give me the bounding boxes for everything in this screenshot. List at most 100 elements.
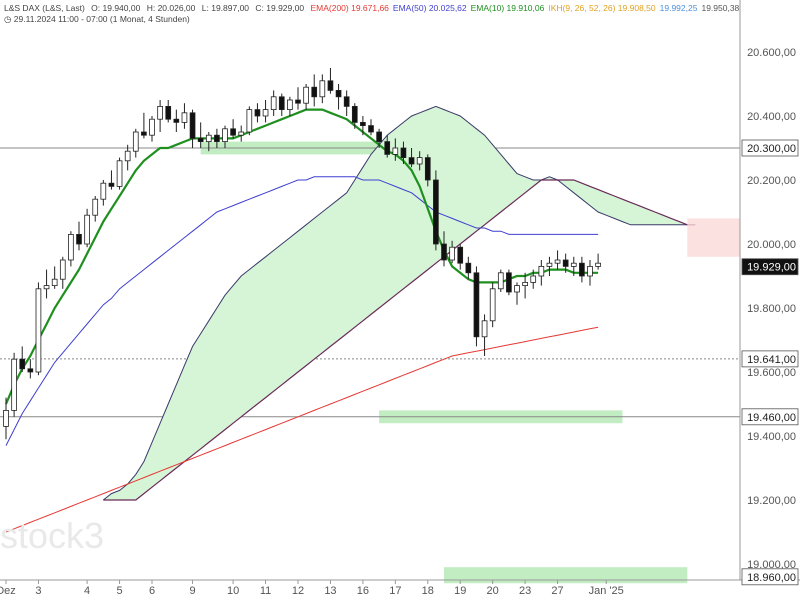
x-tick-label: 11	[260, 585, 271, 597]
candle-23	[189, 109, 196, 148]
price-label-box	[741, 568, 799, 586]
candle-body	[149, 118, 155, 136]
x-tick-label: 18	[422, 585, 434, 597]
candle-body	[181, 112, 188, 123]
candle-17	[141, 112, 147, 139]
candle-29	[238, 125, 245, 142]
candle-body	[262, 109, 269, 117]
candle-body	[108, 182, 115, 187]
candle-35	[287, 96, 293, 116]
candle-30	[246, 106, 253, 136]
candle-body	[35, 288, 42, 373]
candle-body	[270, 96, 277, 111]
candle-33	[270, 90, 277, 116]
candle-body	[376, 131, 382, 143]
x-tick-label: 3	[35, 585, 41, 597]
price-label-box	[741, 139, 799, 157]
candle-body	[360, 122, 366, 127]
candle-body	[570, 262, 577, 267]
x-tick-label: 9	[189, 585, 195, 597]
candle-3	[27, 359, 34, 379]
candle-body	[457, 246, 464, 264]
y-tick-label: 19.800,00	[747, 303, 796, 315]
low-value: L: 19.897,00	[201, 3, 250, 13]
candle-body	[473, 272, 480, 338]
indicator-0: EMA(200) 19.671,66	[310, 3, 389, 13]
candle-11	[92, 196, 99, 222]
candle-48	[392, 138, 399, 161]
candle-24	[197, 122, 204, 148]
candle-14	[116, 157, 123, 190]
candle-4	[35, 282, 42, 376]
candle-body	[384, 141, 391, 155]
candle-body	[141, 131, 147, 136]
clock-icon: ◷	[4, 14, 12, 24]
candle-body	[51, 278, 58, 287]
candle-62	[506, 269, 512, 296]
indicator-1: EMA(50) 20.025,62	[392, 3, 467, 13]
candle-body	[68, 233, 74, 261]
candle-body	[506, 272, 512, 293]
candle-10	[84, 208, 90, 248]
candle-5	[43, 269, 50, 299]
x-tick-label: Jan '25	[589, 585, 624, 597]
candle-7	[59, 256, 66, 289]
candle-1	[11, 352, 17, 417]
candle-50	[408, 148, 415, 168]
symbol-label: L&S DAX (L&S, Last)	[4, 3, 85, 13]
candle-38	[311, 74, 318, 107]
candle-34	[278, 93, 285, 116]
candle-60	[489, 282, 496, 328]
x-tick-label: 4	[84, 585, 90, 597]
y-tick-label: 19.000,00	[747, 559, 796, 571]
candle-56	[457, 244, 464, 270]
x-tick-label: 13	[324, 585, 336, 597]
candle-body	[27, 368, 34, 373]
candle-body	[254, 109, 261, 117]
y-tick-label: 19.400,00	[747, 431, 796, 443]
x-tick-label: Dez	[0, 585, 16, 597]
candle-body	[481, 320, 488, 338]
candle-body	[465, 262, 472, 274]
candle-31	[254, 103, 261, 123]
candle-52	[424, 154, 431, 187]
candle-body	[530, 275, 537, 283]
candle-body	[132, 131, 139, 152]
candle-body	[416, 157, 423, 165]
candle-body	[173, 118, 180, 123]
y-tick-label: 20.200,00	[747, 175, 796, 187]
candle-40	[327, 68, 334, 94]
candle-71	[579, 256, 585, 283]
candle-body	[408, 157, 415, 165]
y-tick-label: 20.400,00	[747, 111, 796, 123]
price-label-box	[741, 258, 799, 276]
candle-73	[595, 253, 601, 270]
candle-57	[465, 256, 472, 280]
price-label-box	[741, 350, 799, 368]
candle-body	[43, 285, 50, 290]
candle-16	[132, 128, 139, 158]
candle-70	[570, 256, 577, 276]
candle-body	[327, 80, 334, 91]
y-tick-label: 19.200,00	[747, 495, 796, 507]
candle-64	[522, 272, 528, 299]
candle-body	[562, 259, 569, 267]
candle-2	[19, 346, 26, 372]
candle-49	[400, 141, 407, 164]
y-tick-label: 20.600,00	[747, 47, 796, 59]
candle-body	[303, 86, 309, 104]
candle-body	[319, 80, 326, 98]
candle-63	[514, 282, 520, 305]
candle-body	[189, 112, 196, 139]
candle-51	[416, 151, 423, 171]
candle-body	[11, 358, 17, 411]
candle-body	[238, 131, 245, 136]
indicator-3: IKH(9, 26, 52, 26) 19.908,50	[548, 3, 656, 13]
candle-8	[68, 231, 74, 267]
x-tick-label: 19	[454, 585, 466, 597]
price-label: 19.460,00	[747, 412, 796, 424]
candle-67	[546, 256, 553, 276]
candle-body	[197, 137, 204, 142]
candle-69	[562, 253, 569, 273]
